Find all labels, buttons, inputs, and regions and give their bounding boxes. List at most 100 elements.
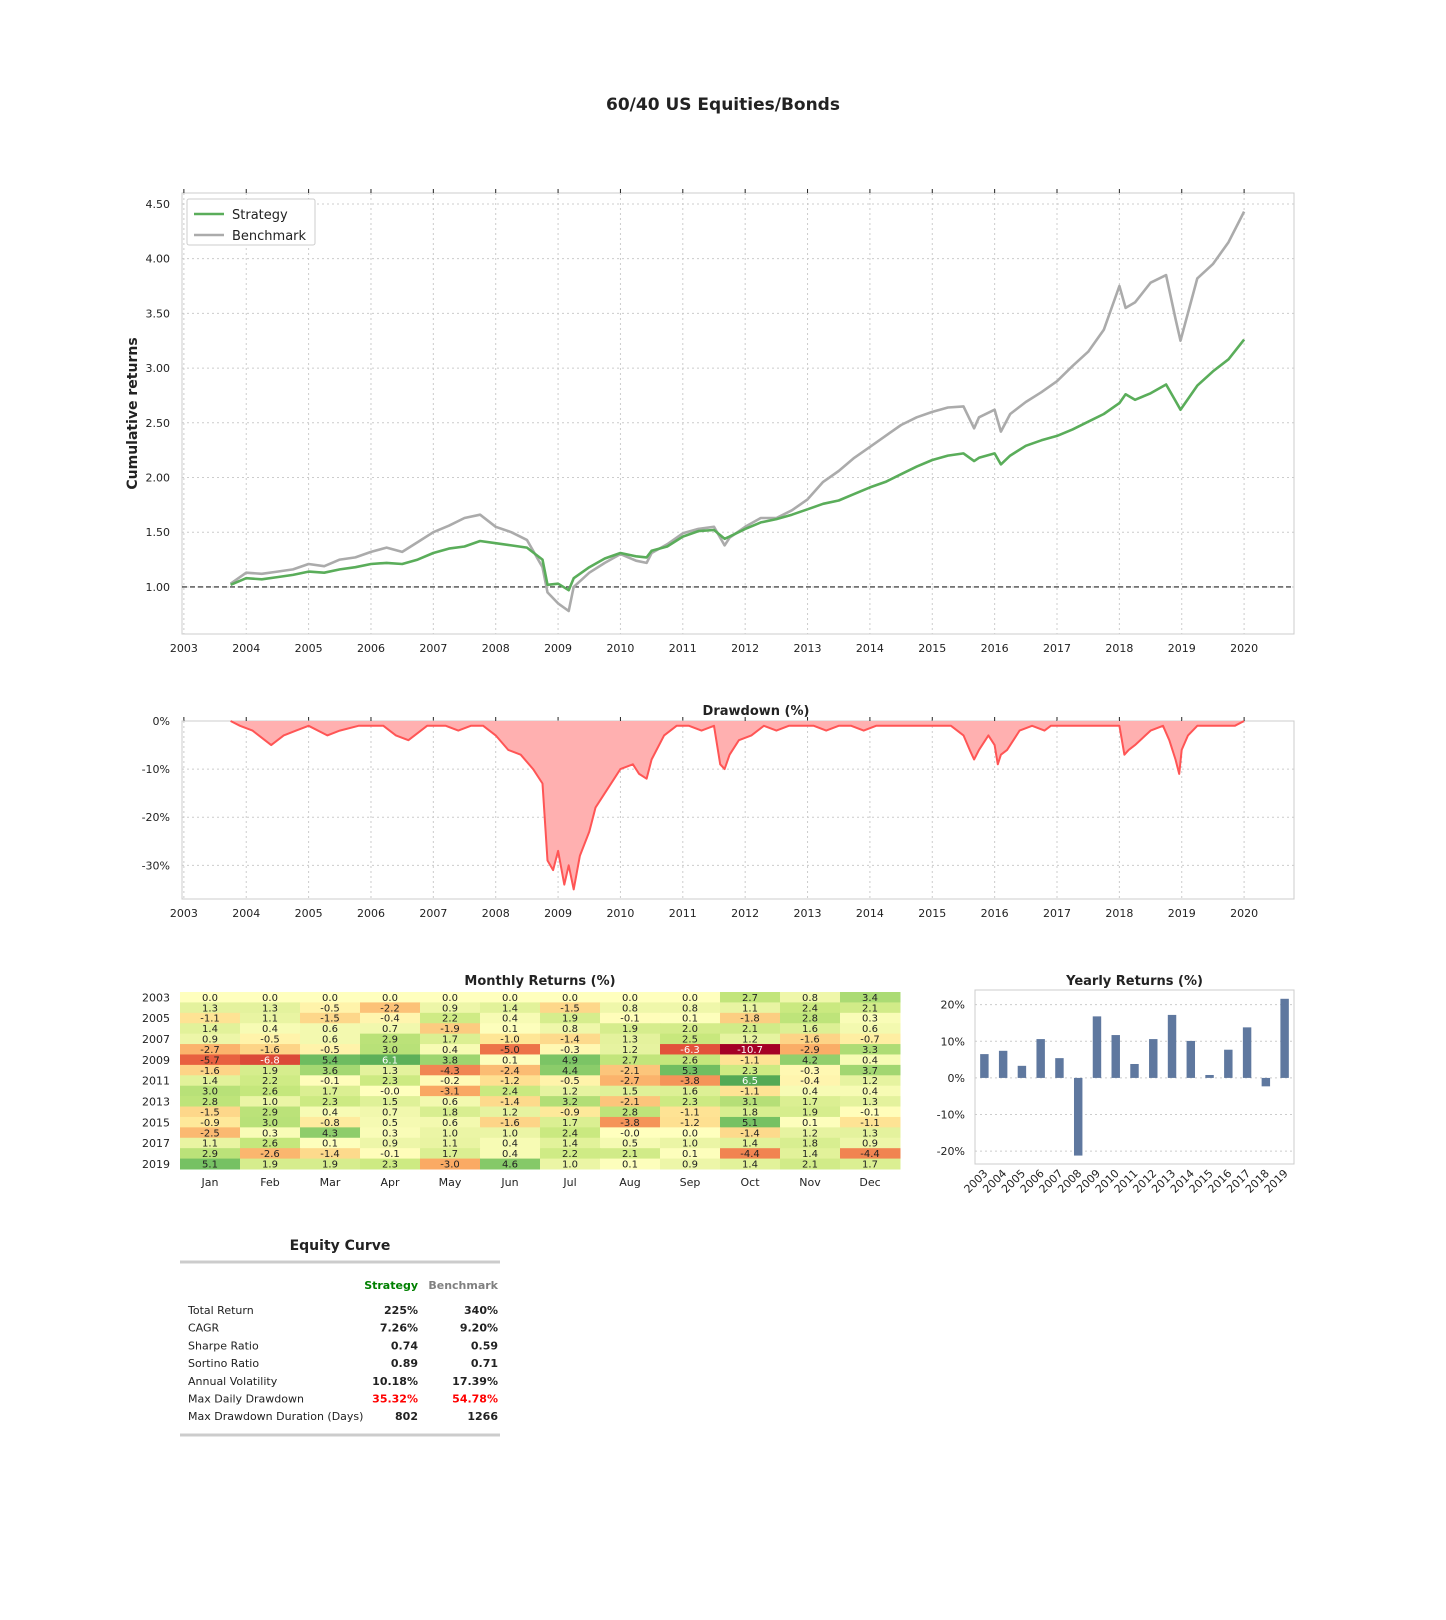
heatmap-cell-value: 0.3 <box>262 1128 278 1139</box>
equity-row-benchmark-value: 54.78% <box>452 1393 498 1406</box>
heatmap-cell-value: 1.3 <box>862 1128 878 1139</box>
heatmap-cell-value: 3.0 <box>382 1045 398 1056</box>
drawdown-x-tick-label: 2014 <box>856 907 884 920</box>
equity-row-benchmark-value: 0.71 <box>471 1357 498 1370</box>
heatmap-cell <box>600 1002 661 1014</box>
heatmap-cell-value: -0.2 <box>440 1076 460 1087</box>
heatmap-cell <box>720 1158 781 1170</box>
monthly-title: Monthly Returns (%) <box>464 974 615 989</box>
heatmap-cell-value: 0.0 <box>562 993 578 1004</box>
heatmap-cell <box>540 1148 601 1160</box>
heatmap-cell-value: 3.8 <box>442 1055 458 1066</box>
heatmap-cell <box>840 1085 901 1097</box>
heatmap-cell <box>300 1116 361 1128</box>
heatmap-cell <box>660 1158 721 1170</box>
equity-row-benchmark-value: 0.59 <box>471 1339 498 1352</box>
heatmap-row-label: 2013 <box>142 1096 170 1109</box>
heatmap-cell <box>840 1137 901 1149</box>
heatmap-cell-value: 4.3 <box>322 1128 338 1139</box>
heatmap-cell <box>300 1002 361 1014</box>
heatmap-column-label: Jun <box>500 1176 518 1189</box>
heatmap-cell-value: -0.1 <box>860 1107 880 1118</box>
heatmap-row-label: 2009 <box>142 1054 170 1067</box>
yearly-y-tick-label: 0% <box>948 1072 965 1085</box>
yearly-bar <box>1186 1040 1196 1078</box>
heatmap-cell <box>600 1137 661 1149</box>
heatmap-cell-value: 0.1 <box>682 1014 698 1025</box>
heatmap-cell-value: 0.1 <box>322 1139 338 1150</box>
heatmap-cell <box>720 1106 781 1118</box>
heatmap-cell <box>240 1023 301 1035</box>
heatmap-cell <box>360 1116 421 1128</box>
heatmap-cell-value: 0.6 <box>322 1024 338 1035</box>
heatmap-cell <box>300 1158 361 1170</box>
heatmap-cell <box>540 1002 601 1014</box>
heatmap-cell <box>420 1137 481 1149</box>
heatmap-cell <box>720 1054 781 1066</box>
yearly-bar <box>1092 1016 1102 1078</box>
heatmap-cell <box>300 1012 361 1024</box>
yearly-y-tick-label: 20% <box>941 999 965 1012</box>
cumulative-y-tick-label: 2.50 <box>146 417 171 430</box>
heatmap-cell <box>540 1064 601 1076</box>
heatmap-cell-value: 1.7 <box>322 1087 338 1098</box>
heatmap-cell <box>180 1012 241 1024</box>
heatmap-cell-value: 1.9 <box>802 1107 818 1118</box>
heatmap-cell-value: -5.7 <box>200 1055 220 1066</box>
cumulative-y-tick-label: 4.00 <box>146 253 171 266</box>
heatmap-cell <box>180 992 241 1003</box>
heatmap-cell-value: -1.5 <box>320 1014 340 1025</box>
drawdown-x-tick-label: 2003 <box>170 907 198 920</box>
heatmap-cell-value: 0.4 <box>262 1024 278 1035</box>
heatmap-cell <box>180 1137 241 1149</box>
heatmap-cell-value: -3.0 <box>440 1160 460 1171</box>
drawdown-x-tick-label: 2017 <box>1043 907 1071 920</box>
heatmap-cell <box>780 1075 841 1087</box>
equity-table-rows: Total Return 225% 340% CAGR 7.26% 9.20% Sharpe… <box>187 1304 498 1423</box>
heatmap-cell <box>480 992 541 1003</box>
yearly-bar <box>1261 1077 1271 1087</box>
heatmap-cell-value: 3.7 <box>862 1066 878 1077</box>
heatmap-cell-value: -2.7 <box>620 1076 640 1087</box>
cumulative-x-tick-label: 2016 <box>981 642 1009 655</box>
heatmap-cell-value: 0.9 <box>442 1003 458 1014</box>
heatmap-column-label: Aug <box>619 1176 640 1189</box>
heatmap-cell-value: 0.1 <box>502 1024 518 1035</box>
equity-table-row: Max Daily Drawdown 35.32% 54.78% <box>188 1393 498 1406</box>
heatmap-cell <box>300 1075 361 1087</box>
heatmap-cell <box>780 1137 841 1149</box>
cumulative-x-tick-label: 2018 <box>1105 642 1133 655</box>
heatmap-cell <box>540 1054 601 1066</box>
heatmap-cell <box>600 1085 661 1097</box>
heatmap-cell-value: 2.4 <box>562 1128 578 1139</box>
heatmap-cell <box>180 1075 241 1087</box>
heatmap-cell <box>420 1116 481 1128</box>
heatmap-cell <box>720 1127 781 1139</box>
heatmap-cell <box>420 1158 481 1170</box>
heatmap-cell-value: -3.1 <box>440 1087 460 1098</box>
heatmap-cell-value: 0.9 <box>862 1139 878 1150</box>
heatmap-cell-value: 1.2 <box>502 1107 518 1118</box>
heatmap-cell-value: -0.9 <box>560 1107 580 1118</box>
heatmap-cell <box>240 1033 301 1045</box>
heatmap-cell-value: 1.2 <box>802 1128 818 1139</box>
heatmap-cell-value: 2.8 <box>202 1097 218 1108</box>
heatmap-cell-value: 1.9 <box>622 1024 638 1035</box>
drawdown-x-tick-label: 2008 <box>482 907 510 920</box>
heatmap-cell-value: 2.1 <box>802 1160 818 1171</box>
heatmap-cell <box>240 1012 301 1024</box>
heatmap-cell <box>660 1106 721 1118</box>
heatmap-cell <box>720 1116 781 1128</box>
heatmap-cell-value: -1.1 <box>680 1107 700 1118</box>
heatmap-cell-value: 2.6 <box>682 1055 698 1066</box>
heatmap-cell <box>360 1085 421 1097</box>
heatmap-cell <box>300 1127 361 1139</box>
equity-table-row: Total Return 225% 340% <box>187 1304 498 1317</box>
heatmap-cell <box>600 1116 661 1128</box>
heatmap-cell <box>720 992 781 1003</box>
heatmap-cell-value: -0.8 <box>320 1118 340 1129</box>
heatmap-cell <box>420 1106 481 1118</box>
heatmap-cell <box>360 1064 421 1076</box>
heatmap-cell-value: 0.4 <box>322 1107 338 1118</box>
heatmap-cell-value: 0.1 <box>622 1160 638 1171</box>
